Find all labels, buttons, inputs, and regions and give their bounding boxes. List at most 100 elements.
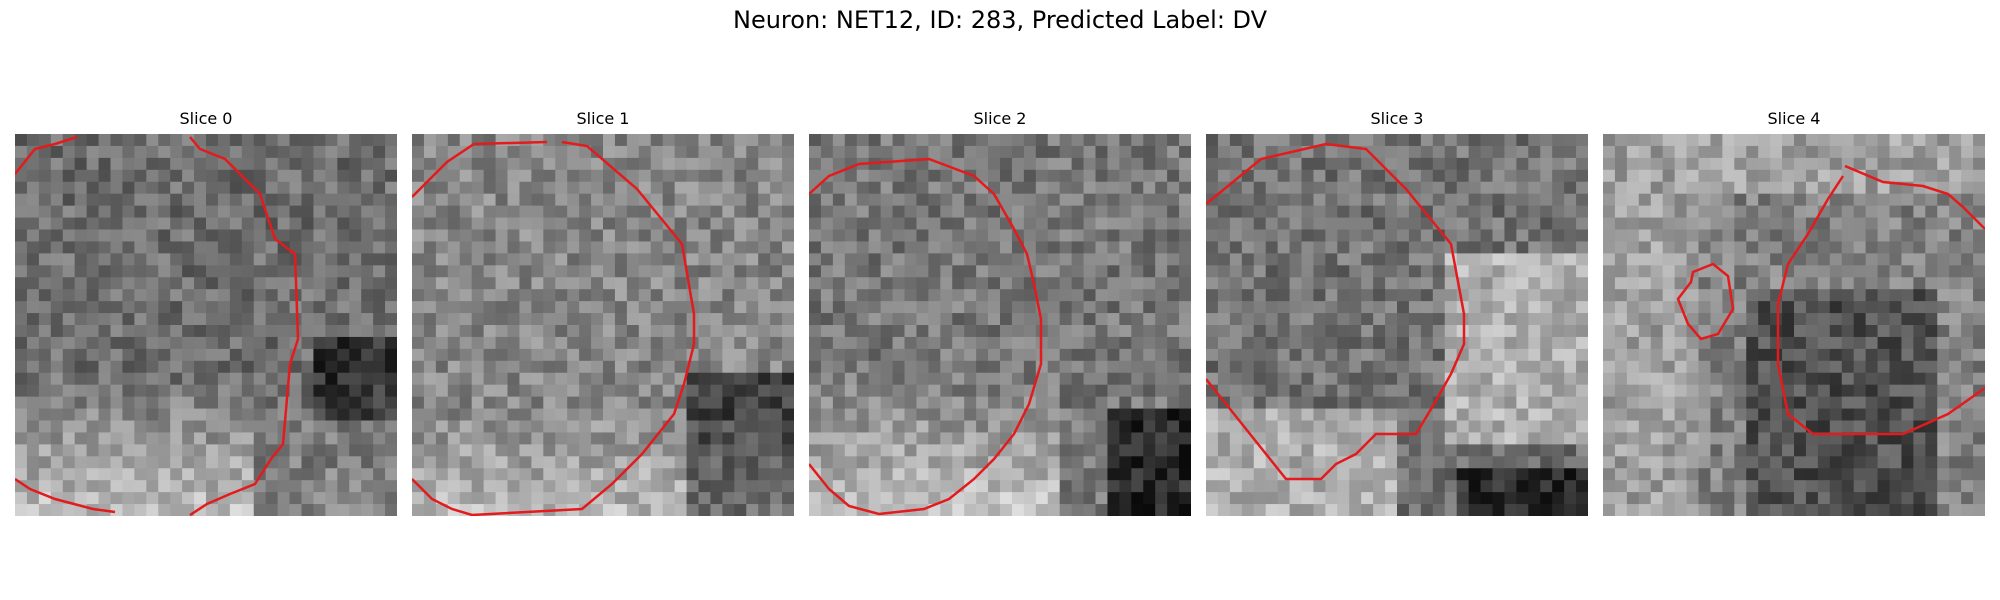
pixel-cell (893, 373, 905, 385)
pixel-cell (1385, 361, 1397, 373)
pixel-cell (1866, 146, 1878, 158)
pixel-cell (337, 468, 349, 480)
pixel-cell (1313, 146, 1325, 158)
pixel-cell (1179, 468, 1191, 480)
pixel-cell (1746, 385, 1758, 397)
pixel-cell (543, 206, 555, 218)
pixel-cell (543, 301, 555, 313)
pixel-cell (1337, 373, 1349, 385)
pixel-cell (1710, 301, 1722, 313)
pixel-cell (1639, 253, 1651, 265)
pixel-cell (1143, 385, 1155, 397)
pixel-cell (1615, 194, 1627, 206)
pixel-cell (869, 432, 881, 444)
pixel-cell (881, 373, 893, 385)
pixel-cell (555, 444, 567, 456)
pixel-cell (1734, 432, 1746, 444)
pixel-cell (206, 182, 218, 194)
pixel-cell (833, 313, 845, 325)
pixel-cell (1481, 373, 1493, 385)
pixel-cell (170, 480, 182, 492)
pixel-cell (782, 349, 794, 361)
pixel-cell (1528, 421, 1540, 433)
pixel-cell (976, 397, 988, 409)
pixel-cell (87, 134, 99, 146)
pixel-cell (1528, 349, 1540, 361)
pixel-cell (710, 313, 722, 325)
pixel-cell (1794, 134, 1806, 146)
pixel-cell (567, 289, 579, 301)
pixel-cell (1504, 313, 1516, 325)
pixel-cell (905, 170, 917, 182)
pixel-cell (496, 194, 508, 206)
pixel-cell (373, 301, 385, 313)
pixel-cell (1890, 361, 1902, 373)
pixel-cell (230, 456, 242, 468)
pixel-cell (1302, 158, 1314, 170)
pixel-cell (1385, 194, 1397, 206)
pixel-cell (1373, 253, 1385, 265)
pixel-cell (1794, 385, 1806, 397)
pixel-cell (710, 182, 722, 194)
pixel-cell (1155, 253, 1167, 265)
pixel-cell (373, 134, 385, 146)
pixel-cell (1266, 397, 1278, 409)
pixel-cell (809, 230, 821, 242)
pixel-cell (1961, 146, 1973, 158)
pixel-cell (39, 325, 51, 337)
pixel-cell (1254, 361, 1266, 373)
pixel-cell (1266, 325, 1278, 337)
pixel-cell (531, 337, 543, 349)
pixel-cell (1794, 158, 1806, 170)
pixel-cell (194, 409, 206, 421)
pixel-cell (158, 432, 170, 444)
pixel-cell (349, 194, 361, 206)
pixel-cell (1278, 206, 1290, 218)
pixel-cell (809, 409, 821, 421)
pixel-cell (1710, 456, 1722, 468)
pixel-cell (1830, 206, 1842, 218)
pixel-cell (1675, 397, 1687, 409)
pixel-cell (242, 432, 254, 444)
pixel-cell (988, 182, 1000, 194)
pixel-cell (484, 146, 496, 158)
pixel-cell (1687, 134, 1699, 146)
pixel-cell (940, 313, 952, 325)
pixel-cell (302, 241, 314, 253)
pixel-cell (1469, 468, 1481, 480)
pixel-cell (63, 337, 75, 349)
pixel-cell (988, 301, 1000, 313)
pixel-cell (460, 158, 472, 170)
pixel-cell (448, 134, 460, 146)
pixel-cell (1639, 218, 1651, 230)
pixel-cell (1361, 206, 1373, 218)
pixel-cell (1242, 504, 1254, 516)
pixel-cell (1373, 456, 1385, 468)
pixel-cell (1627, 361, 1639, 373)
pixel-cell (615, 253, 627, 265)
pixel-cell (1913, 301, 1925, 313)
pixel-cell (881, 325, 893, 337)
pixel-cell (782, 492, 794, 504)
pixel-cell (1627, 206, 1639, 218)
pixel-cell (1143, 313, 1155, 325)
pixel-cell (1143, 206, 1155, 218)
pixel-cell (1167, 182, 1179, 194)
pixel-cell (988, 349, 1000, 361)
pixel-cell (1131, 230, 1143, 242)
pixel-cell (385, 421, 397, 433)
pixel-cell (1481, 289, 1493, 301)
pixel-cell (663, 265, 675, 277)
pixel-cell (75, 325, 87, 337)
pixel-cell (1493, 170, 1505, 182)
pixel-cell (1385, 218, 1397, 230)
pixel-cell (1409, 409, 1421, 421)
pixel-cell (1603, 373, 1615, 385)
pixel-cell (508, 253, 520, 265)
pixel-cell (1925, 253, 1937, 265)
pixel-cell (1457, 206, 1469, 218)
pixel-cell (916, 409, 928, 421)
pixel-cell (976, 289, 988, 301)
pixel-cell (782, 361, 794, 373)
pixel-cell (1290, 456, 1302, 468)
